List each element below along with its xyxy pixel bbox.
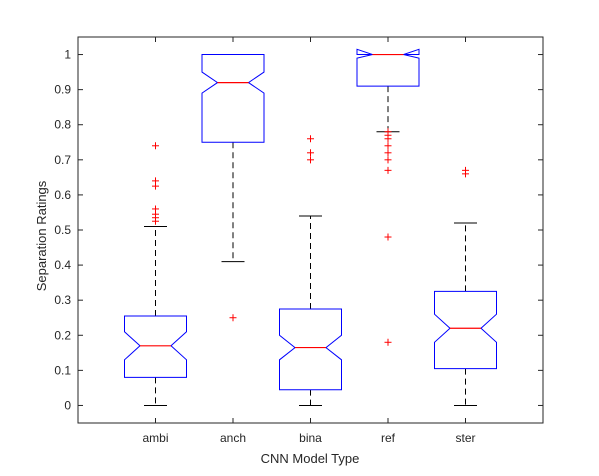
x-tick-label-bina: bina <box>299 431 322 445</box>
x-axis-title: CNN Model Type <box>261 451 360 466</box>
outlier-ref <box>384 142 392 150</box>
outlier-anch <box>229 314 237 322</box>
x-tick-label-ref: ref <box>381 431 396 445</box>
box-anch <box>201 54 265 143</box>
y-tick-label: 0.7 <box>54 153 71 167</box>
box-ambi <box>124 315 187 378</box>
y-tick-label: 0.5 <box>54 223 71 237</box>
box-ster <box>434 290 497 370</box>
outlier-bina <box>307 149 314 157</box>
box-bina <box>279 308 342 391</box>
x-tick-label-ster: ster <box>455 431 475 445</box>
y-tick-label: 0.6 <box>54 188 71 202</box>
x-tick-label-ambi: ambi <box>142 431 168 445</box>
outlier-bina <box>307 135 314 143</box>
outlier-ref <box>384 149 392 157</box>
outlier-ref <box>384 166 392 174</box>
outlier-ambi <box>152 142 159 150</box>
outlier-ref <box>384 156 392 164</box>
y-axis-title: Separation Ratings <box>34 180 49 291</box>
outlier-ambi <box>152 177 159 185</box>
x-tick-label-anch: anch <box>220 431 246 445</box>
y-tick-label: 0 <box>64 398 71 412</box>
outlier-bina <box>307 156 314 164</box>
y-tick-label: 0.9 <box>54 83 71 97</box>
plot-area <box>124 48 497 406</box>
y-tick-label: 1 <box>64 48 71 62</box>
y-tick-label: 0.2 <box>54 328 71 342</box>
outlier-ref <box>384 338 392 346</box>
y-tick-label: 0.3 <box>54 293 71 307</box>
y-tick-label: 0.8 <box>54 118 71 132</box>
box-ref <box>356 48 420 87</box>
outlier-ambi <box>152 205 159 213</box>
y-tick-label: 0.1 <box>54 363 71 377</box>
outlier-ster <box>462 166 469 174</box>
outlier-ref <box>384 233 392 241</box>
y-tick-label: 0.4 <box>54 258 71 272</box>
axes: 0 0.1 0.2 0.3 0.4 0.5 0.6 0.7 0.8 0.9 1 ambi anch bin… <box>54 36 544 445</box>
outlier-ref <box>384 128 392 136</box>
